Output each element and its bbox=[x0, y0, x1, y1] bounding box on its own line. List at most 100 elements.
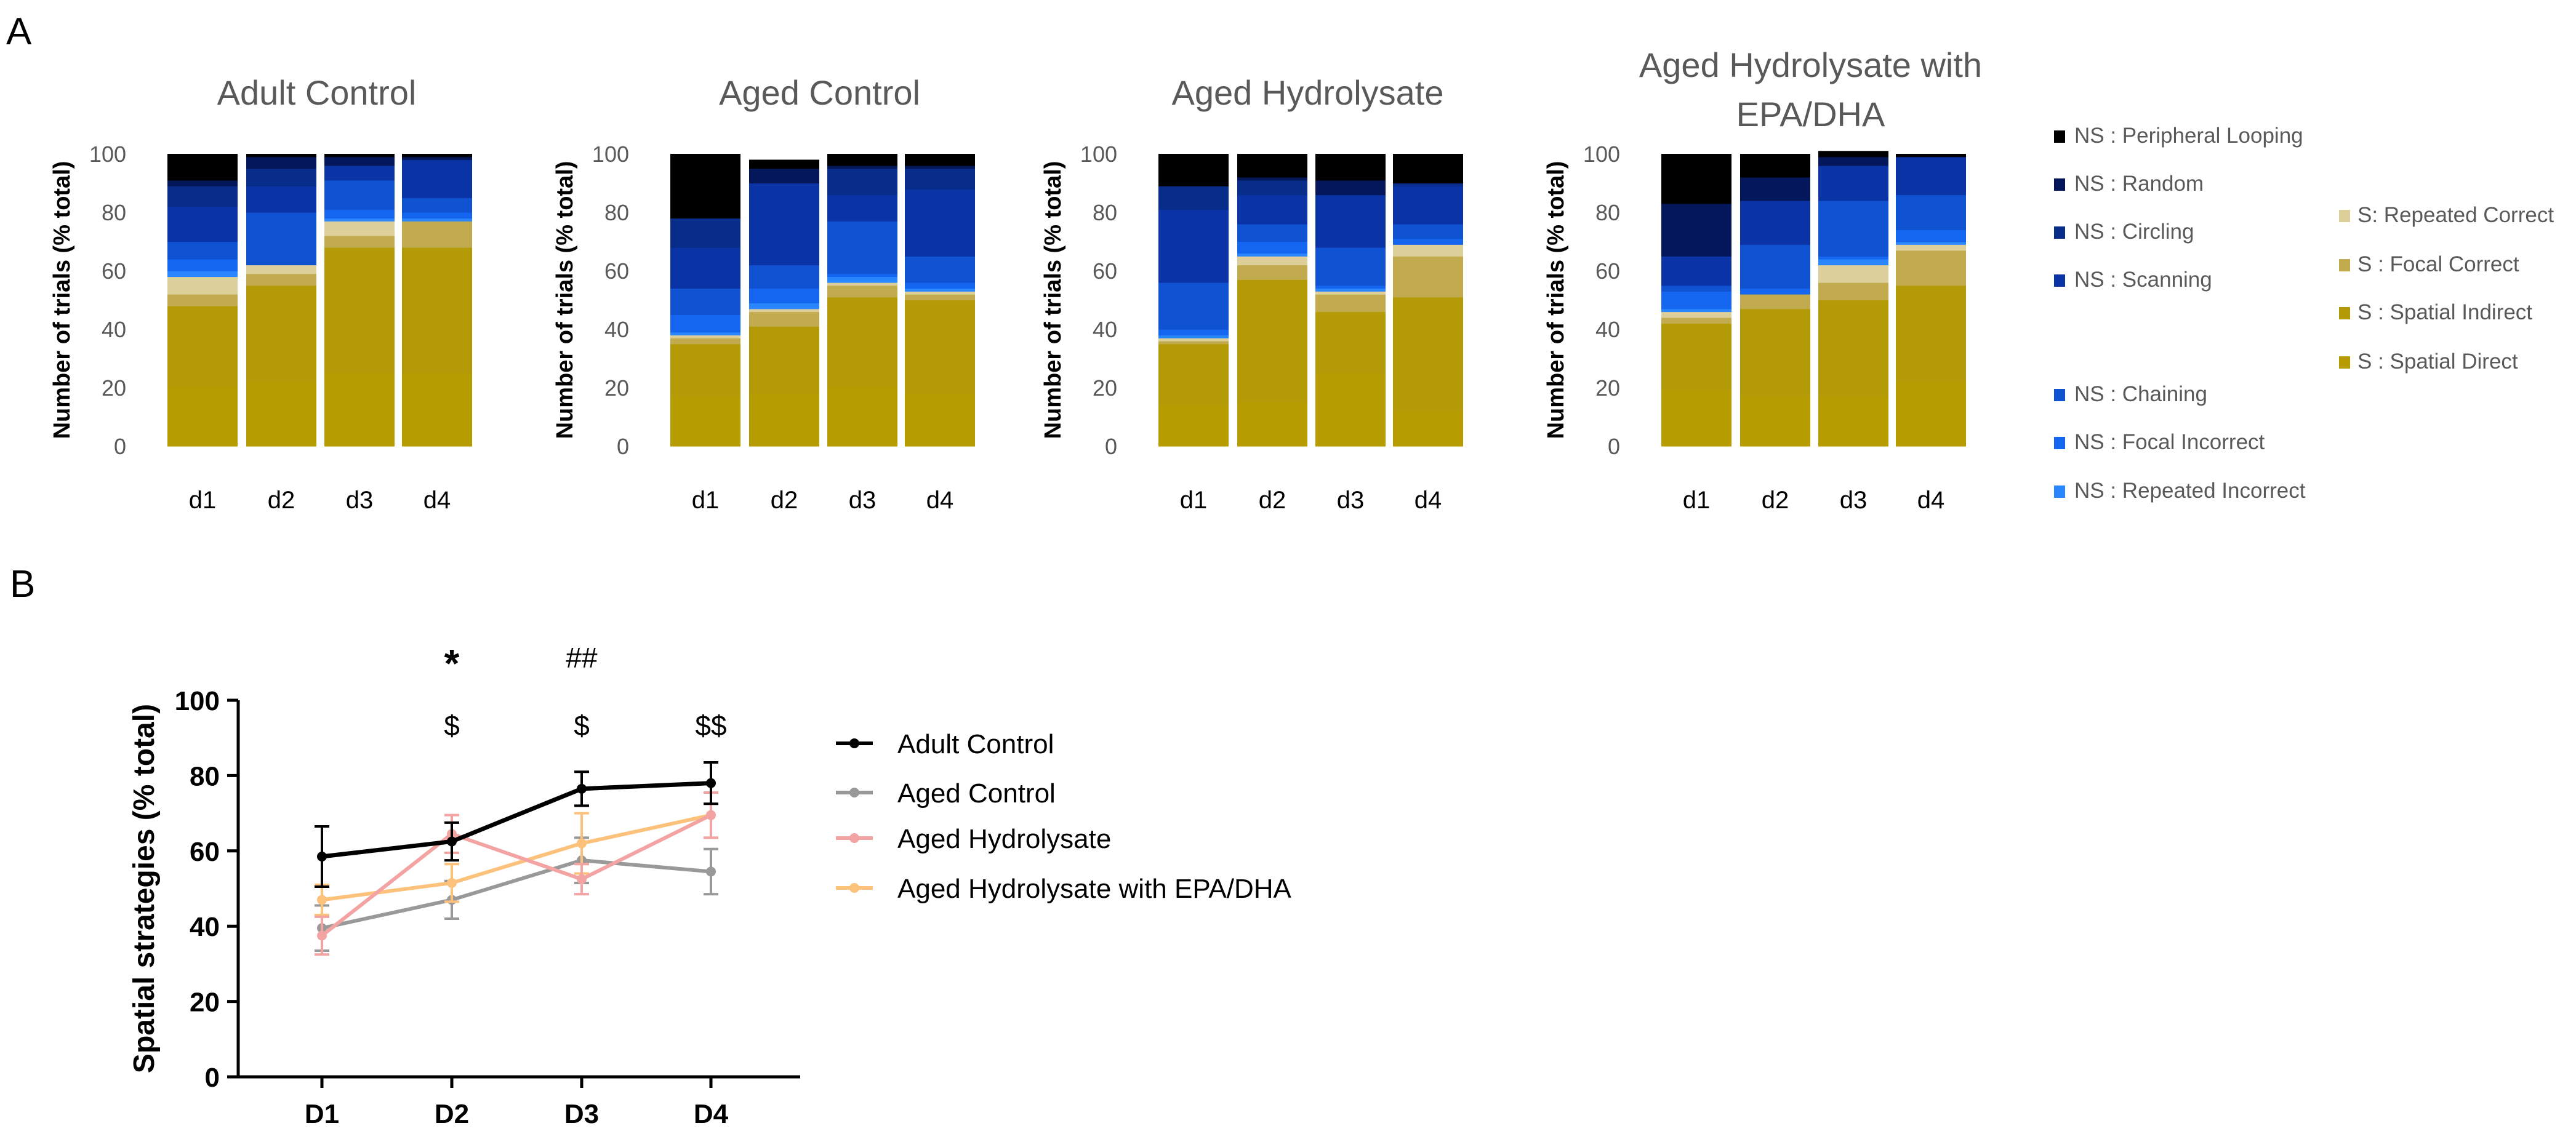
y-axis-label: Number of trials (% total) bbox=[552, 161, 578, 439]
bar-segment-ns-circling bbox=[1237, 180, 1307, 196]
bar-segment-ns-repeated-incorrect bbox=[1661, 308, 1731, 313]
y-tick-label: 100 bbox=[592, 142, 629, 167]
bar-segment-ns-peripheral-looping bbox=[1818, 151, 1888, 158]
bar-segment-ns-chaining bbox=[402, 198, 472, 213]
legend-label: NS : Focal Incorrect bbox=[2074, 430, 2265, 454]
chart-title: Aged Hydrolysate bbox=[1171, 73, 1443, 112]
bar-segment-ns-chaining bbox=[1896, 194, 1966, 231]
bar-segment-s-spatial-direct bbox=[167, 388, 238, 447]
y-tick-label: 20 bbox=[604, 375, 629, 401]
bar-segment-ns-peripheral-looping bbox=[1315, 154, 1386, 181]
bar-segment-ns-random bbox=[324, 156, 395, 166]
bar-segment-s-spatial-direct bbox=[402, 373, 472, 447]
bar-segment-ns-chaining bbox=[1818, 201, 1888, 257]
bar-segment-ns-repeated-incorrect bbox=[1158, 335, 1229, 338]
bar-segment-ns-scanning bbox=[246, 186, 316, 213]
bar-segment-ns-chaining bbox=[1158, 282, 1229, 330]
bar-segment-ns-peripheral-looping bbox=[1158, 154, 1229, 186]
y-tick-label: 80 bbox=[1093, 200, 1117, 225]
bar-segment-s-spatial-indirect bbox=[1661, 323, 1731, 391]
y-tick-label: 40 bbox=[190, 912, 220, 942]
bar-segment-s-spatial-indirect bbox=[1818, 300, 1888, 397]
bar-segment-s-repeated-correct bbox=[324, 221, 395, 236]
legend-label: Adult Control bbox=[897, 729, 1054, 759]
bar-segment-s-focal-correct bbox=[827, 285, 897, 298]
bar-segment-ns-circling bbox=[905, 168, 975, 190]
bar-segment-ns-peripheral-looping bbox=[1393, 154, 1463, 184]
data-point bbox=[706, 866, 716, 877]
x-tick-label: D3 bbox=[564, 1099, 599, 1129]
legend-label: S : Focal Correct bbox=[2357, 252, 2519, 276]
bar-segment-s-spatial-direct bbox=[749, 393, 819, 447]
chart-title: Adult Control bbox=[217, 73, 417, 112]
series-line bbox=[321, 813, 712, 902]
legend-marker bbox=[849, 738, 859, 748]
bar-segment-s-repeated-correct bbox=[1393, 244, 1463, 257]
bar-segment-s-repeated-correct bbox=[827, 282, 897, 286]
y-axis-label: Number of trials (% total) bbox=[1040, 161, 1066, 439]
bar-segment-s-repeated-correct bbox=[749, 308, 819, 313]
bar-segment-s-repeated-correct bbox=[905, 291, 975, 295]
data-point bbox=[317, 895, 327, 905]
bar-segment-s-spatial-indirect bbox=[167, 306, 238, 388]
bar-segment-s-spatial-direct bbox=[324, 373, 395, 447]
bar-segment-s-spatial-direct bbox=[827, 388, 897, 447]
chart-title-line: Aged Hydrolysate with bbox=[1639, 46, 1982, 84]
bar-segment-ns-focal-incorrect bbox=[1158, 329, 1229, 336]
legend-label: S : Spatial Direct bbox=[2357, 350, 2518, 374]
bar-segment-ns-scanning bbox=[1393, 186, 1463, 225]
panel-label-b: B bbox=[10, 563, 35, 605]
y-tick-label: 0 bbox=[205, 1063, 220, 1093]
bar-segment-ns-scanning bbox=[402, 159, 472, 198]
bar-segment-s-spatial-indirect bbox=[246, 285, 316, 383]
bar-segment-ns-peripheral-looping bbox=[670, 154, 740, 219]
bar-segment-s-focal-correct bbox=[246, 273, 316, 286]
bar-segment-ns-chaining bbox=[1393, 224, 1463, 239]
bar-segment-s-focal-correct bbox=[1158, 341, 1229, 345]
bar-segment-ns-repeated-incorrect bbox=[905, 288, 975, 292]
data-point bbox=[577, 783, 587, 794]
bar-segment-ns-random bbox=[1315, 180, 1386, 196]
bar-segment-ns-focal-incorrect bbox=[827, 273, 897, 278]
bar-segment-ns-chaining bbox=[905, 256, 975, 283]
x-tick-label: d2 bbox=[771, 487, 798, 514]
data-point bbox=[447, 836, 457, 847]
legend-swatch bbox=[2054, 178, 2065, 191]
x-tick-label: d3 bbox=[346, 487, 374, 514]
bar-segment-ns-peripheral-looping bbox=[167, 154, 238, 181]
bar-segment-s-spatial-indirect bbox=[1158, 343, 1229, 406]
x-tick-label: D2 bbox=[435, 1099, 469, 1129]
bar-segment-s-focal-correct bbox=[1661, 318, 1731, 324]
series-aged-hydrolysate-with-epa-dha bbox=[315, 791, 718, 916]
legend-label: NS : Peripheral Looping bbox=[2074, 124, 2303, 148]
y-tick-label: 40 bbox=[604, 317, 629, 342]
y-tick-label: 100 bbox=[1583, 142, 1620, 167]
series-adult-control bbox=[315, 761, 718, 888]
legend-label: NS : Chaining bbox=[2074, 382, 2207, 406]
y-tick-label: 60 bbox=[190, 837, 220, 867]
y-tick-label: 60 bbox=[604, 258, 629, 284]
panel-label-a: A bbox=[6, 10, 32, 53]
bar-segment-s-spatial-direct bbox=[1661, 390, 1731, 447]
y-tick-label: 40 bbox=[1595, 317, 1620, 342]
x-tick-label: d3 bbox=[1337, 487, 1365, 514]
x-tick-label: D1 bbox=[305, 1099, 339, 1129]
bar-segment-ns-circling bbox=[1158, 186, 1229, 210]
y-tick-label: 80 bbox=[1595, 200, 1620, 225]
y-tick-label: 20 bbox=[102, 375, 126, 401]
legend-marker bbox=[849, 833, 859, 843]
bar-segment-s-spatial-direct bbox=[1158, 405, 1229, 447]
significance-annotation: ## bbox=[566, 642, 598, 674]
bar-segment-ns-focal-incorrect bbox=[1818, 256, 1888, 260]
bar-segment-ns-scanning bbox=[1158, 209, 1229, 283]
bar-segment-s-repeated-correct bbox=[1661, 311, 1731, 318]
x-tick-label: d1 bbox=[1180, 487, 1208, 514]
bar-segment-ns-focal-incorrect bbox=[1393, 238, 1463, 245]
x-tick-label: D4 bbox=[694, 1099, 729, 1129]
legend-label: S : Spatial Indirect bbox=[2357, 300, 2532, 324]
bar-segment-ns-circling bbox=[1393, 183, 1463, 186]
panel-b-legend: Adult Control Aged Control Aged Hydrolysat… bbox=[836, 729, 1292, 904]
y-tick-label: 0 bbox=[1608, 434, 1620, 459]
bar-segment-s-spatial-indirect bbox=[1315, 311, 1386, 374]
